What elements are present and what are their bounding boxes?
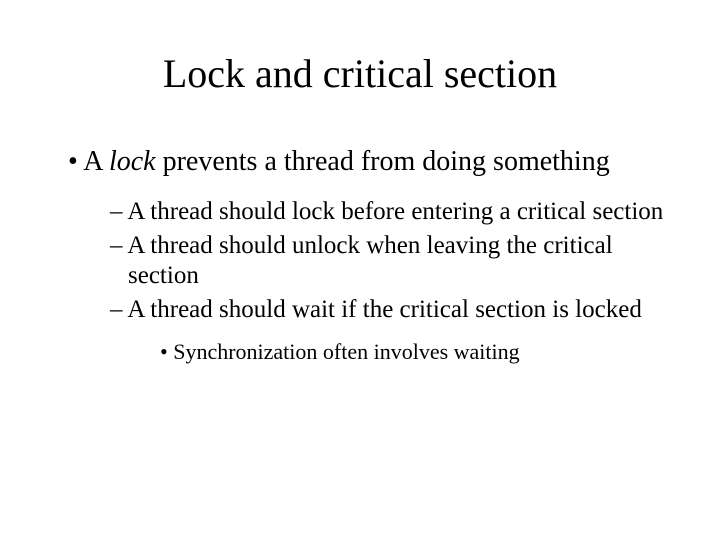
- bullet-text: A thread should wait if the critical sec…: [127, 296, 641, 323]
- bullet-text-prefix: A: [83, 146, 109, 177]
- slide-title: Lock and critical section: [50, 50, 670, 97]
- bullet-level2-item: A thread should unlock when leaving the …: [110, 231, 670, 291]
- bullet-level1-item: A lock prevents a thread from doing some…: [68, 145, 670, 179]
- bullet-text-suffix: prevents a thread from doing something: [156, 146, 610, 177]
- bullet-text: A thread should unlock when leaving the …: [127, 232, 612, 289]
- bullet-level2-item: A thread should wait if the critical sec…: [110, 295, 670, 325]
- bullet-level2-item: A thread should lock before entering a c…: [110, 197, 670, 227]
- bullet-text: A thread should lock before entering a c…: [127, 198, 663, 225]
- bullet-text: Synchronization often involves waiting: [173, 339, 519, 364]
- bullet-text-emphasis: lock: [109, 146, 156, 177]
- slide-container: Lock and critical section A lock prevent…: [0, 0, 720, 540]
- bullet-level3-item: Synchronization often involves waiting: [160, 339, 670, 365]
